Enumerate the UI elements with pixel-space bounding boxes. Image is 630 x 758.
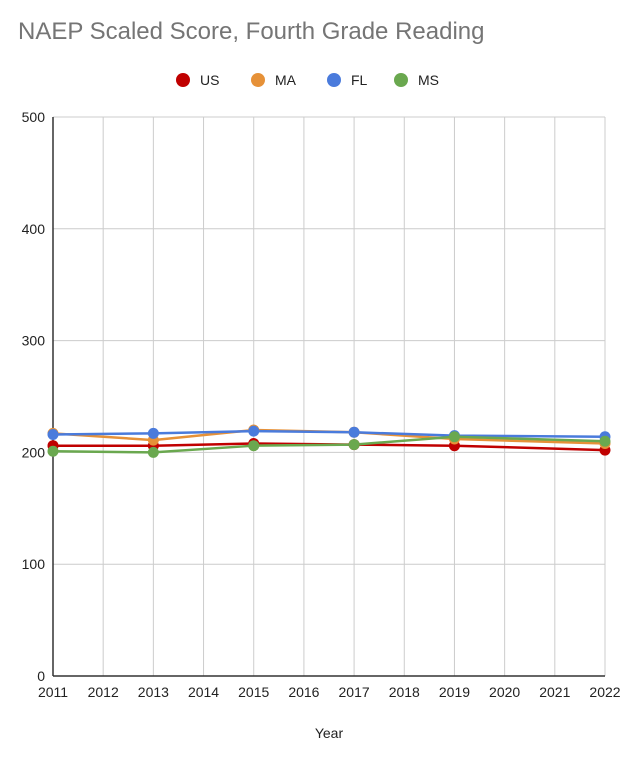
x-tick-label: 2019 xyxy=(439,684,470,700)
data-point-fl[interactable] xyxy=(47,429,59,441)
legend-marker-us xyxy=(176,73,190,87)
data-point-ms[interactable] xyxy=(47,445,59,457)
series-markers xyxy=(47,424,611,458)
x-tick-label: 2021 xyxy=(539,684,570,700)
y-tick-label: 400 xyxy=(22,221,46,237)
legend-label-us: US xyxy=(200,72,220,88)
data-point-ms[interactable] xyxy=(248,440,260,452)
legend-marker-ma xyxy=(251,73,265,87)
legend-label-ms: MS xyxy=(418,72,439,88)
legend: US MA FL MS xyxy=(0,68,630,92)
y-tick-label: 500 xyxy=(22,109,46,125)
legend-item-fl[interactable]: FL xyxy=(327,68,367,92)
x-tick-label: 2022 xyxy=(589,684,620,700)
legend-item-ms[interactable]: MS xyxy=(394,68,439,92)
legend-label-ma: MA xyxy=(275,72,296,88)
data-point-fl[interactable] xyxy=(147,427,159,439)
x-tick-label: 2018 xyxy=(389,684,420,700)
x-tick-label: 2020 xyxy=(489,684,520,700)
x-tick-label: 2016 xyxy=(288,684,319,700)
x-axis-title: Year xyxy=(315,725,344,741)
x-tick-label: 2015 xyxy=(238,684,269,700)
data-point-ms[interactable] xyxy=(599,435,611,447)
x-tick-label: 2014 xyxy=(188,684,219,700)
series-lines xyxy=(51,428,607,454)
data-point-ms[interactable] xyxy=(448,431,460,443)
x-tick-label: 2011 xyxy=(38,684,68,700)
legend-label-fl: FL xyxy=(351,72,368,88)
legend-marker-ms xyxy=(394,73,408,87)
x-tick-label: 2013 xyxy=(138,684,169,700)
data-point-fl[interactable] xyxy=(248,425,260,437)
data-point-ms[interactable] xyxy=(348,439,360,451)
axes xyxy=(52,117,605,677)
chart-title: NAEP Scaled Score, Fourth Grade Reading xyxy=(18,18,485,45)
tick-labels: 0 100 200 300 400 500 2011 2012 2013 2014 2015 2016… xyxy=(22,109,621,700)
legend-marker-fl xyxy=(327,73,341,87)
y-tick-label: 200 xyxy=(22,444,46,460)
data-point-fl[interactable] xyxy=(348,426,360,438)
x-tick-label: 2017 xyxy=(339,684,370,700)
y-tick-label: 100 xyxy=(22,556,46,572)
gridlines xyxy=(52,116,606,676)
x-tick-label: 2012 xyxy=(88,684,119,700)
series-line-fl[interactable] xyxy=(51,429,607,438)
legend-item-us[interactable]: US xyxy=(176,68,219,92)
series-line-ms[interactable] xyxy=(51,435,607,454)
legend-item-ma[interactable]: MA xyxy=(251,68,296,92)
y-tick-label: 300 xyxy=(22,333,46,349)
y-tick-label: 0 xyxy=(37,668,45,684)
data-point-ms[interactable] xyxy=(147,446,159,458)
